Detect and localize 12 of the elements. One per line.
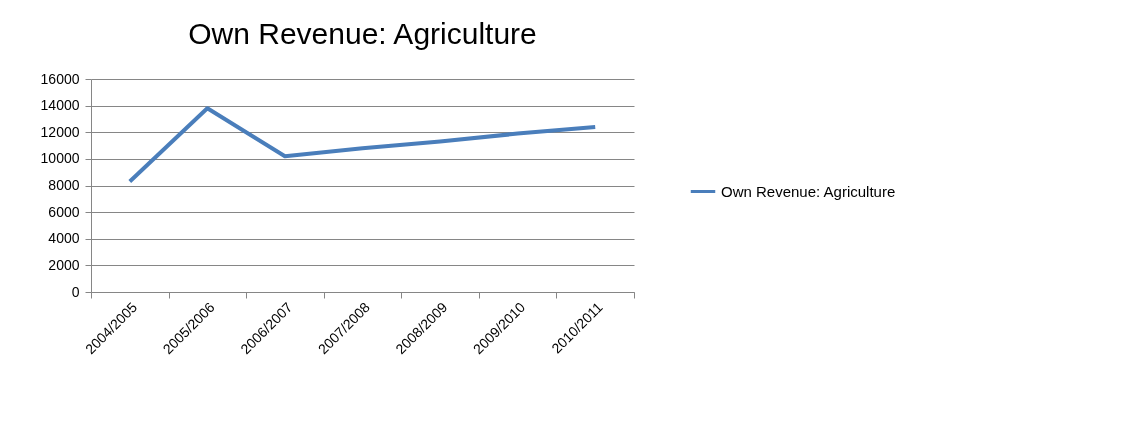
chart-title: Own Revenue: Agriculture: [188, 17, 537, 50]
line-series: [127, 106, 598, 184]
y-tick-label: 2000: [48, 256, 80, 273]
y-tick-label: 8000: [48, 177, 80, 193]
y-tick-label: 0: [71, 283, 80, 300]
y-tick-label: 12000: [40, 123, 80, 140]
y-tick-label: 14000: [40, 97, 80, 114]
y-tick-label: 16000: [40, 70, 80, 87]
y-tick-label: 4000: [48, 230, 80, 247]
y-tick-label: 10000: [40, 150, 80, 167]
legend-label: Own Revenue: Agriculture: [721, 182, 896, 200]
y-tick-label: 6000: [48, 203, 80, 220]
